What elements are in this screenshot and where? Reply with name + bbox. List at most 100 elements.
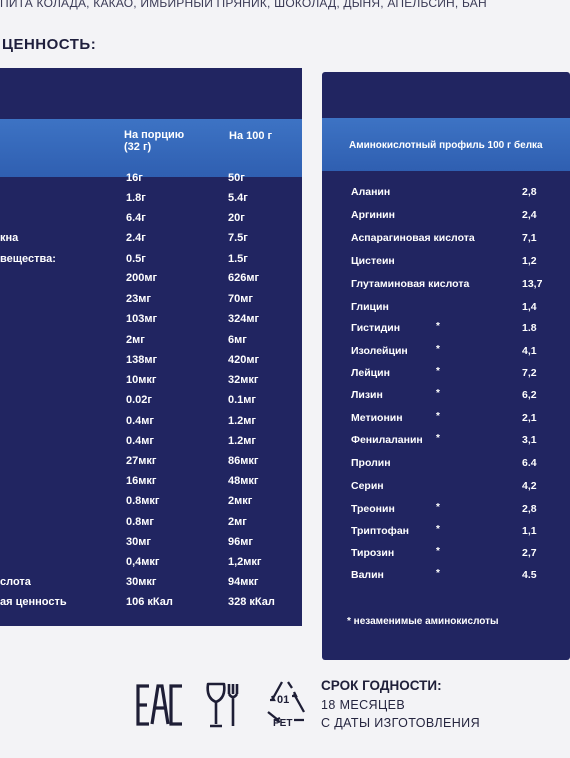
nutrition-row: ая ценность 106 кКал 328 кКал: [0, 596, 302, 616]
nutrition-row-per100: 7.5г: [228, 232, 248, 244]
pet-label: PET: [273, 718, 293, 729]
essential-star-icon: *: [436, 411, 440, 422]
nutrition-row-portion: 0.02г: [126, 394, 152, 406]
nutrition-row-per100: 86мкг: [228, 455, 259, 467]
amino-value: 4,1: [522, 345, 537, 357]
amino-value: 2,4: [522, 209, 537, 221]
amino-row: Изолейцин * 4,1: [322, 344, 570, 365]
nutrition-row-label: вещества:: [0, 253, 56, 265]
nutrition-row-portion: 16мкг: [126, 475, 157, 487]
amino-value: 4,2: [522, 480, 537, 492]
amino-value: 7,2: [522, 367, 537, 379]
nutrition-row-portion: 0.4мг: [126, 415, 155, 427]
nutrition-row-label: слота: [0, 576, 31, 588]
amino-row: Метионин * 2,1: [322, 411, 570, 432]
nutrition-row: 200мг 626мг: [0, 272, 302, 292]
amino-value: 2,1: [522, 412, 537, 424]
nutrition-row-per100: 1.2мг: [228, 435, 257, 447]
nutrition-row-per100: 2мкг: [228, 495, 253, 507]
amino-name: Глицин: [351, 301, 389, 313]
nutrition-row-portion: 0.4мг: [126, 435, 155, 447]
amino-name: Аспарагиновая кислота: [351, 232, 475, 244]
nutrition-row-per100: 0.1мг: [228, 394, 257, 406]
nutrition-row: 27мкг 86мкг: [0, 455, 302, 475]
nutrition-row-per100: 5.4г: [228, 192, 248, 204]
nutrition-row-portion: 1.8г: [126, 192, 146, 204]
nutrition-row-portion: 200мг: [126, 272, 158, 284]
amino-row: Гистидин * 1.8: [322, 321, 570, 342]
nutrition-row-portion: 0,4мкг: [126, 556, 160, 568]
nutrition-row-per100: 6мг: [228, 334, 247, 346]
recycle-triangle-icon: [267, 681, 306, 724]
header-per-100: На 100 г: [229, 130, 273, 142]
header-portion-weight: (32 г): [124, 141, 152, 153]
nutrition-row-per100: 1.2мг: [228, 415, 257, 427]
amino-value: 13,7: [522, 278, 543, 290]
amino-name: Серин: [351, 480, 384, 492]
nutrition-row: слота 30мкг 94мкг: [0, 576, 302, 596]
amino-value: 1.8: [522, 322, 537, 334]
essential-star-icon: *: [436, 388, 440, 399]
nutrition-row-portion: 30мг: [126, 536, 151, 548]
amino-row: Пролин 6.4: [322, 457, 570, 477]
amino-row: Лизин * 6,2: [322, 388, 570, 409]
nutrition-row-label: кна: [0, 232, 19, 244]
pet-recycling-icon: 01 PET: [262, 676, 310, 732]
amino-value: 6.4: [522, 457, 537, 469]
nutrition-row: кна 2.4г 7.5г: [0, 232, 302, 252]
essential-star-icon: *: [436, 546, 440, 557]
nutrition-row: 138мг 420мг: [0, 354, 302, 374]
nutrition-row-label: ая ценность: [0, 596, 67, 608]
nutrition-row-portion: 0.8мг: [126, 516, 155, 528]
pet-number: 01: [277, 694, 290, 706]
nutrition-row: 30мг 96мг: [0, 536, 302, 556]
nutrition-row-per100: 328 кКал: [228, 596, 275, 608]
nutrition-row-portion: 27мкг: [126, 455, 157, 467]
nutrition-row-portion: 0.8мкг: [126, 495, 160, 507]
amino-name: Лизин: [351, 389, 383, 401]
amino-row: Треонин * 2,8: [322, 502, 570, 523]
section-heading: ЦЕННОСТЬ:: [2, 36, 97, 53]
amino-row: Аланин 2,8: [322, 186, 570, 206]
nutrition-row: 0.4мг 1.2мг: [0, 415, 302, 435]
amino-header-band: Аминокислотный профиль 100 г белка: [322, 118, 570, 171]
amino-row: Лейцин * 7,2: [322, 366, 570, 387]
flavors-strip: ПИТА КОЛАДА, КАКАО, ИМБИРНЫЙ ПРЯНИК, ШОК…: [0, 0, 487, 10]
nutrition-row-per100: 50г: [228, 172, 245, 184]
nutrition-row: 0,4мкг 1,2мкг: [0, 556, 302, 576]
nutrition-row-per100: 1.5г: [228, 253, 248, 265]
nutrition-row: 16г 50г: [0, 172, 302, 192]
amino-name: Валин: [351, 569, 384, 581]
amino-row: Тирозин * 2,7: [322, 546, 570, 567]
nutrition-row-portion: 2мг: [126, 334, 145, 346]
nutrition-row-per100: 324мг: [228, 313, 260, 325]
nutrition-row-portion: 10мкг: [126, 374, 157, 386]
eac-logo: [136, 684, 182, 726]
amino-row: Фенилаланин * 3,1: [322, 433, 570, 454]
essential-star-icon: *: [436, 524, 440, 535]
amino-row: Серин 4,2: [322, 480, 570, 500]
amino-name: Триптофан: [351, 525, 410, 537]
amino-value: 6,2: [522, 389, 537, 401]
nutrition-row: 2мг 6мг: [0, 334, 302, 354]
amino-name: Глутаминовая кислота: [351, 278, 470, 290]
shelf-life-duration: 18 МЕСЯЦЕВ: [321, 698, 406, 712]
amino-name: Тирозин: [351, 547, 395, 559]
nutrition-row: 0.8мкг 2мкг: [0, 495, 302, 515]
nutrition-header-band: На порцию (32 г) На 100 г: [0, 119, 302, 177]
amino-name: Треонин: [351, 503, 395, 515]
nutrition-row: 1.8г 5.4г: [0, 192, 302, 212]
nutrition-row: 10мкг 32мкг: [0, 374, 302, 394]
nutrition-row: 16мкг 48мкг: [0, 475, 302, 495]
amino-value: 3,1: [522, 434, 537, 446]
amino-name: Аргинин: [351, 209, 395, 221]
amino-name: Гистидин: [351, 322, 401, 334]
nutrition-row-portion: 106 кКал: [126, 596, 173, 608]
amino-value: 1,2: [522, 255, 537, 267]
amino-name: Пролин: [351, 457, 391, 469]
nutrition-row: 23мг 70мг: [0, 293, 302, 313]
nutrition-row-per100: 420мг: [228, 354, 260, 366]
nutrition-row-portion: 6.4г: [126, 212, 146, 224]
amino-row: Цистеин 1,2: [322, 255, 570, 275]
nutrition-row-portion: 16г: [126, 172, 143, 184]
